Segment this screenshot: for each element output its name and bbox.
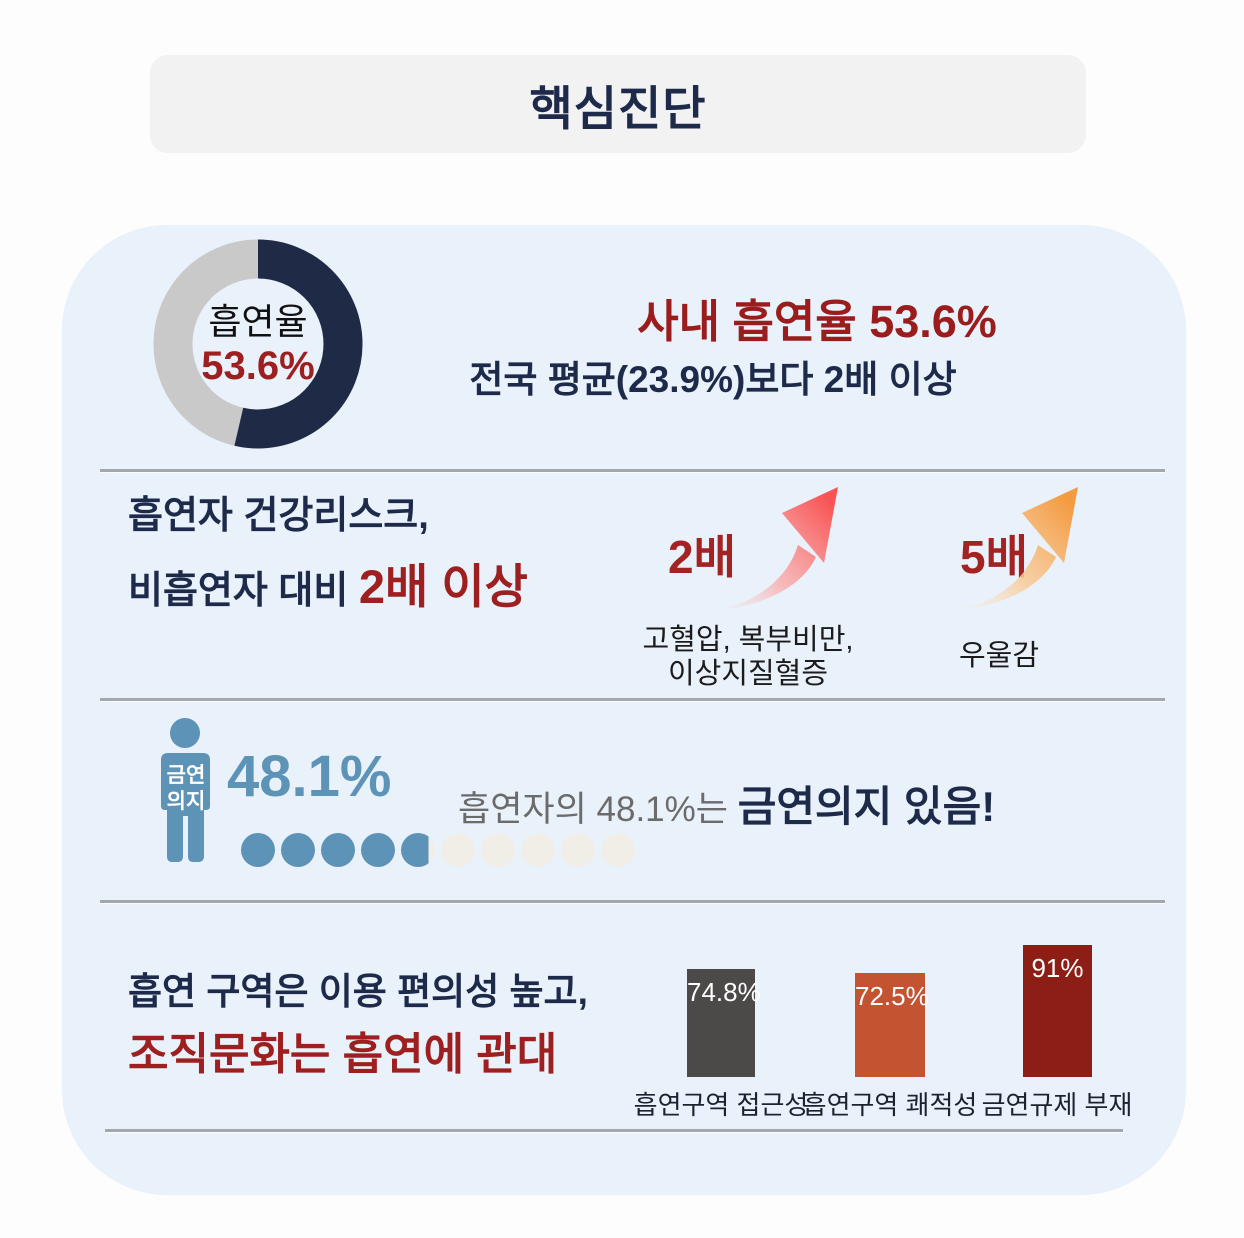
risk-multiplier-1: 2배	[668, 531, 736, 583]
smoking-rate-donut-chart: 흡연율 53.6%	[152, 238, 364, 450]
health-risk-text: 흡연자 건강리스크, 비흡연자 대비 2배 이상	[128, 497, 528, 610]
summary-card: 흡연율 53.6% 사내 흡연율 53.6% 전국 평균(23.9%)보다 2배…	[62, 225, 1186, 1195]
progress-dot	[241, 833, 275, 867]
donut-value: 53.6%	[201, 344, 315, 388]
donut-chart-icon	[153, 239, 363, 449]
environment-line2: 조직문화는 흡연에 관대	[128, 1030, 558, 1079]
progress-dot	[521, 833, 555, 867]
bar-category-label: 금연규제 부재	[981, 1090, 1133, 1120]
section-divider	[105, 1129, 1123, 1132]
risk-caption-2-line1: 우울감	[958, 640, 1040, 672]
risk-caption-1: 고혈압, 복부비만, 이상지질혈증	[618, 623, 878, 691]
environment-line1: 흡연 구역은 이용 편의성 높고,	[128, 971, 588, 1012]
progress-dot	[441, 833, 475, 867]
risk-caption-1-line1: 고혈압, 복부비만,	[642, 624, 854, 656]
rising-arrow-red-icon	[720, 487, 838, 610]
progress-dot	[321, 833, 355, 867]
bar-category-label: 흡연구역 쾌적성	[802, 1090, 978, 1120]
health-risk-line2-prefix: 비흡연자 대비	[128, 570, 359, 612]
section-divider	[100, 900, 1165, 903]
progress-dot	[561, 833, 595, 867]
progress-dot	[601, 833, 635, 867]
health-risk-line2: 비흡연자 대비 2배 이상	[128, 563, 528, 610]
health-risk-line1: 흡연자 건강리스크,	[128, 495, 429, 537]
rising-arrow-orange-icon	[960, 487, 1078, 610]
progress-dot	[481, 833, 515, 867]
quit-will-sentence: 흡연자의 48.1%는 금연의지 있음!	[458, 773, 995, 834]
section-divider	[100, 698, 1165, 701]
page-header: 핵심진단	[150, 55, 1086, 153]
quit-will-sentence-highlight: 금연의지 있음!	[737, 783, 996, 830]
page-title: 핵심진단	[529, 81, 707, 135]
smoking-rate-headline: 사내 흡연율 53.6%	[637, 296, 997, 347]
quit-will-badge: 금연 의지	[157, 763, 215, 815]
donut-label: 흡연율	[208, 301, 308, 342]
quit-will-badge-line1: 금연	[166, 764, 206, 787]
section-divider	[100, 469, 1165, 472]
bar-category-label: 흡연구역 접근성	[633, 1090, 809, 1120]
quit-will-dot-progress	[241, 833, 635, 867]
progress-dot	[401, 833, 435, 867]
progress-dot	[361, 833, 395, 867]
quit-will-value: 48.1%	[227, 744, 392, 809]
quit-will-badge-line2: 의지	[166, 790, 206, 813]
progress-dot	[281, 833, 315, 867]
smoking-rate-subheadline: 전국 평균(23.9%)보다 2배 이상	[469, 359, 957, 400]
health-risk-line2-highlight: 2배 이상	[358, 560, 528, 613]
quit-will-sentence-prefix: 흡연자의 48.1%는	[458, 790, 738, 829]
bar-value-label: 72.5%	[855, 981, 929, 1011]
donut-center-label: 흡연율 53.6%	[152, 238, 364, 450]
person-icon	[161, 718, 210, 862]
risk-multiplier-2: 5배	[960, 531, 1028, 583]
risk-caption-2: 우울감	[879, 639, 1119, 673]
bar-value-label: 91%	[1031, 953, 1084, 983]
bar-comfort: 72.5%	[855, 973, 929, 1077]
bar-value-label: 74.8%	[687, 977, 761, 1007]
bar-accessibility: 74.8%	[687, 969, 761, 1077]
risk-caption-1-line2: 이상지질혈증	[667, 658, 829, 690]
bar-no-regulation: 91%	[1023, 945, 1092, 1077]
